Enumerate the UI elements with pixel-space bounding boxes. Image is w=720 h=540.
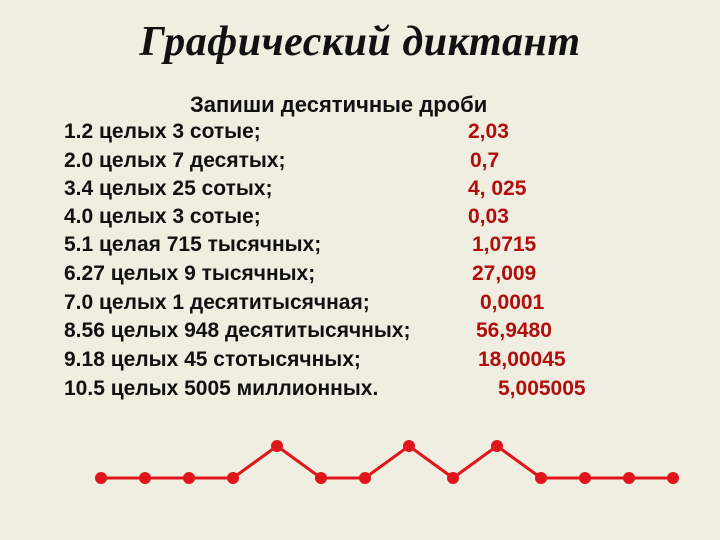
dictation-item: 6.27 целых 9 тысячных; 27,009 (64, 262, 684, 290)
dictation-answer: 0,7 (470, 149, 500, 172)
dictation-answer: 56,9480 (476, 319, 552, 342)
dictation-item: 5.1 целая 715 тысячных; 1,0715 (64, 233, 684, 261)
dictation-answer: 1,0715 (472, 233, 537, 256)
chain-dot (403, 440, 415, 452)
chain-dot (623, 472, 635, 484)
dictation-question: 9.18 целых 45 стотысячных; (64, 348, 361, 371)
dictation-question: 8.56 целых 948 десятитысячных; (64, 319, 411, 342)
graphic-dictation-chain (95, 440, 679, 484)
dictation-answer: 0,0001 (480, 291, 545, 314)
dictation-item: 3.4 целых 25 сотых; 4, 025 (64, 177, 684, 205)
subtitle: Запиши десятичные дроби (190, 92, 488, 117)
dictation-item: 9.18 целых 45 стотысячных; 18,00045 (64, 348, 684, 376)
chain-dot (183, 472, 195, 484)
chain-dot (579, 472, 591, 484)
dictation-question: 2.0 целых 7 десятых; (64, 149, 286, 172)
dictation-answer: 5,005005 (498, 377, 586, 400)
dictation-question: 7.0 целых 1 десятитысячная; (64, 291, 370, 314)
dictation-question: 5.1 целая 715 тысячных; (64, 233, 322, 256)
dictation-answer: 4, 025 (468, 177, 527, 200)
dictation-question: 1.2 целых 3 сотые; (64, 120, 261, 143)
dictation-answer: 27,009 (472, 262, 537, 285)
dictation-item: 2.0 целых 7 десятых; 0,7 (64, 149, 684, 177)
chain-dot (535, 472, 547, 484)
dictation-item: 8.56 целых 948 десятитысячных; 56,9480 (64, 319, 684, 347)
chain-dot (447, 472, 459, 484)
chain-dot (95, 472, 107, 484)
dictation-item: 10.5 целых 5005 миллионных. 5,005005 (64, 377, 684, 405)
chain-dot (359, 472, 371, 484)
dictation-question: 6.27 целых 9 тысячных; (64, 262, 316, 285)
dictation-item: 7.0 целых 1 десятитысячная; 0,0001 (64, 291, 684, 319)
dictation-question: 4.0 целых 3 сотые; (64, 205, 261, 228)
chain-dot (139, 472, 151, 484)
chain-dot (667, 472, 679, 484)
chain-dot (491, 440, 503, 452)
chain-line (101, 444, 673, 480)
dictation-answer: 0,03 (468, 205, 509, 228)
dictation-item: 1.2 целых 3 сотые; 2,03 (64, 120, 684, 148)
chain-dot (315, 472, 327, 484)
dictation-item: 4.0 целых 3 сотые; 0,03 (64, 205, 684, 233)
chain-dot (271, 440, 283, 452)
dictation-answer: 2,03 (468, 120, 509, 143)
chain-dot (227, 472, 239, 484)
dictation-question: 3.4 целых 25 сотых; (64, 177, 273, 200)
page-title: Графический диктант (139, 19, 581, 65)
dictation-answer: 18,00045 (478, 348, 566, 371)
dictation-question: 10.5 целых 5005 миллионных. (64, 377, 379, 400)
